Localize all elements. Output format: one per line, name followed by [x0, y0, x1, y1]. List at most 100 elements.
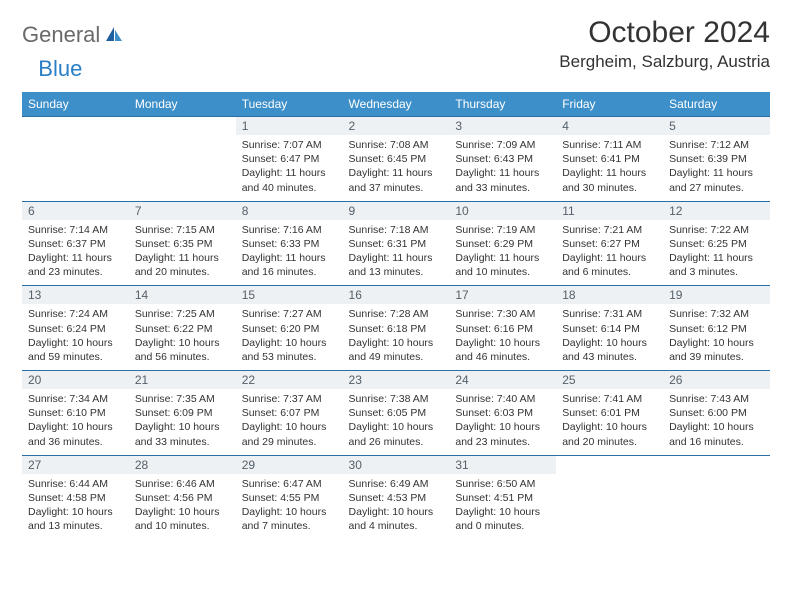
- sunrise-line: Sunrise: 7:14 AM: [28, 223, 123, 237]
- sunrise-line: Sunrise: 6:50 AM: [455, 477, 550, 491]
- day-number: 9: [343, 202, 450, 220]
- sunset-line: Sunset: 6:22 PM: [135, 322, 230, 336]
- sunrise-line: Sunrise: 7:37 AM: [242, 392, 337, 406]
- sunset-line: Sunset: 4:51 PM: [455, 491, 550, 505]
- calendar-day-cell: 25Sunrise: 7:41 AMSunset: 6:01 PMDayligh…: [556, 371, 663, 456]
- daylight-line: Daylight: 10 hours and 53 minutes.: [242, 336, 337, 364]
- calendar-week-row: 20Sunrise: 7:34 AMSunset: 6:10 PMDayligh…: [22, 371, 770, 456]
- day-content: Sunrise: 7:40 AMSunset: 6:03 PMDaylight:…: [449, 389, 556, 455]
- daylight-line: Daylight: 10 hours and 13 minutes.: [28, 505, 123, 533]
- weekday-header: Wednesday: [343, 92, 450, 117]
- daylight-line: Daylight: 10 hours and 46 minutes.: [455, 336, 550, 364]
- daylight-line: Daylight: 10 hours and 39 minutes.: [669, 336, 764, 364]
- daylight-line: Daylight: 10 hours and 33 minutes.: [135, 420, 230, 448]
- calendar-week-row: 13Sunrise: 7:24 AMSunset: 6:24 PMDayligh…: [22, 286, 770, 371]
- sunrise-line: Sunrise: 7:43 AM: [669, 392, 764, 406]
- sunset-line: Sunset: 6:00 PM: [669, 406, 764, 420]
- daylight-line: Daylight: 11 hours and 37 minutes.: [349, 166, 444, 194]
- calendar-day-cell: 3Sunrise: 7:09 AMSunset: 6:43 PMDaylight…: [449, 117, 556, 202]
- calendar-page: General October 2024 Bergheim, Salzburg,…: [0, 0, 792, 555]
- calendar-week-row: 27Sunrise: 6:44 AMSunset: 4:58 PMDayligh…: [22, 455, 770, 539]
- sunrise-line: Sunrise: 7:11 AM: [562, 138, 657, 152]
- sunrise-line: Sunrise: 7:12 AM: [669, 138, 764, 152]
- sunrise-line: Sunrise: 7:35 AM: [135, 392, 230, 406]
- day-number: 4: [556, 117, 663, 135]
- daylight-line: Daylight: 11 hours and 33 minutes.: [455, 166, 550, 194]
- sunset-line: Sunset: 6:18 PM: [349, 322, 444, 336]
- calendar-day-cell: 30Sunrise: 6:49 AMSunset: 4:53 PMDayligh…: [343, 455, 450, 539]
- day-content: Sunrise: 6:47 AMSunset: 4:55 PMDaylight:…: [236, 474, 343, 540]
- sail-icon: [104, 25, 124, 46]
- daylight-line: Daylight: 10 hours and 36 minutes.: [28, 420, 123, 448]
- day-number: 12: [663, 202, 770, 220]
- sunrise-line: Sunrise: 7:07 AM: [242, 138, 337, 152]
- sunset-line: Sunset: 4:56 PM: [135, 491, 230, 505]
- daylight-line: Daylight: 11 hours and 3 minutes.: [669, 251, 764, 279]
- weekday-header: Thursday: [449, 92, 556, 117]
- sunrise-line: Sunrise: 7:41 AM: [562, 392, 657, 406]
- day-content: Sunrise: 7:24 AMSunset: 6:24 PMDaylight:…: [22, 304, 129, 370]
- sunrise-line: Sunrise: 7:18 AM: [349, 223, 444, 237]
- day-number: 31: [449, 456, 556, 474]
- daylight-line: Daylight: 10 hours and 7 minutes.: [242, 505, 337, 533]
- weekday-header-row: Sunday Monday Tuesday Wednesday Thursday…: [22, 92, 770, 117]
- day-number: 16: [343, 286, 450, 304]
- day-content: Sunrise: 7:12 AMSunset: 6:39 PMDaylight:…: [663, 135, 770, 201]
- sunset-line: Sunset: 6:41 PM: [562, 152, 657, 166]
- brand-logo: General: [22, 16, 126, 48]
- day-number: 8: [236, 202, 343, 220]
- calendar-day-cell: [22, 117, 129, 202]
- sunrise-line: Sunrise: 7:25 AM: [135, 307, 230, 321]
- calendar-week-row: 1 Sunrise: 7:07 AMSunset: 6:47 PM Daylight…: [22, 117, 770, 202]
- calendar-day-cell: 5Sunrise: 7:12 AMSunset: 6:39 PMDaylight…: [663, 117, 770, 202]
- calendar-day-cell: 24Sunrise: 7:40 AMSunset: 6:03 PMDayligh…: [449, 371, 556, 456]
- day-content: Sunrise: 7:11 AMSunset: 6:41 PMDaylight:…: [556, 135, 663, 201]
- calendar-day-cell: 6Sunrise: 7:14 AMSunset: 6:37 PMDaylight…: [22, 201, 129, 286]
- calendar-day-cell: 27Sunrise: 6:44 AMSunset: 4:58 PMDayligh…: [22, 455, 129, 539]
- brand-part2: Blue: [38, 56, 82, 82]
- day-number: 11: [556, 202, 663, 220]
- day-number: 29: [236, 456, 343, 474]
- weekday-header: Tuesday: [236, 92, 343, 117]
- daylight-line: Daylight: 10 hours and 43 minutes.: [562, 336, 657, 364]
- day-number: 1: [236, 117, 343, 135]
- daylight-line: Daylight: 11 hours and 23 minutes.: [28, 251, 123, 279]
- daylight-line: Daylight: 10 hours and 49 minutes.: [349, 336, 444, 364]
- day-number: 2: [343, 117, 450, 135]
- day-number: 10: [449, 202, 556, 220]
- calendar-day-cell: 31 Sunrise: 6:50 AMSunset: 4:51 PMDayligh…: [449, 455, 556, 539]
- daylight-line: Daylight: 11 hours and 13 minutes.: [349, 251, 444, 279]
- sunrise-line: Sunrise: 7:09 AM: [455, 138, 550, 152]
- sunset-line: Sunset: 6:14 PM: [562, 322, 657, 336]
- day-number: 7: [129, 202, 236, 220]
- day-number: 15: [236, 286, 343, 304]
- sunset-line: Sunset: 6:33 PM: [242, 237, 337, 251]
- weekday-header: Saturday: [663, 92, 770, 117]
- sunrise-line: Sunrise: 7:27 AM: [242, 307, 337, 321]
- sunset-line: Sunset: 6:45 PM: [349, 152, 444, 166]
- calendar-day-cell: 28Sunrise: 6:46 AMSunset: 4:56 PMDayligh…: [129, 455, 236, 539]
- calendar-day-cell: 14Sunrise: 7:25 AMSunset: 6:22 PMDayligh…: [129, 286, 236, 371]
- calendar-day-cell: [556, 455, 663, 539]
- sunrise-line: Sunrise: 7:40 AM: [455, 392, 550, 406]
- calendar-day-cell: [129, 117, 236, 202]
- daylight-line: Daylight: 11 hours and 6 minutes.: [562, 251, 657, 279]
- day-number: 27: [22, 456, 129, 474]
- sunset-line: Sunset: 6:25 PM: [669, 237, 764, 251]
- daylight-line: Daylight: 11 hours and 30 minutes.: [562, 166, 657, 194]
- calendar-day-cell: 2Sunrise: 7:08 AMSunset: 6:45 PMDaylight…: [343, 117, 450, 202]
- sunrise-line: Sunrise: 7:38 AM: [349, 392, 444, 406]
- day-content: Sunrise: 7:25 AMSunset: 6:22 PMDaylight:…: [129, 304, 236, 370]
- day-content: Sunrise: 7:16 AMSunset: 6:33 PMDaylight:…: [236, 220, 343, 286]
- day-number: 23: [343, 371, 450, 389]
- calendar-day-cell: 23Sunrise: 7:38 AMSunset: 6:05 PMDayligh…: [343, 371, 450, 456]
- sunset-line: Sunset: 6:47 PM: [242, 152, 337, 166]
- day-content: Sunrise: 6:44 AMSunset: 4:58 PMDaylight:…: [22, 474, 129, 540]
- calendar-day-cell: 8Sunrise: 7:16 AMSunset: 6:33 PMDaylight…: [236, 201, 343, 286]
- calendar-day-cell: 11Sunrise: 7:21 AMSunset: 6:27 PMDayligh…: [556, 201, 663, 286]
- daylight-line: Daylight: 10 hours and 0 minutes.: [455, 505, 550, 533]
- daylight-line: Daylight: 10 hours and 26 minutes.: [349, 420, 444, 448]
- daylight-line: Daylight: 10 hours and 4 minutes.: [349, 505, 444, 533]
- weekday-header: Monday: [129, 92, 236, 117]
- calendar-day-cell: 26Sunrise: 7:43 AMSunset: 6:00 PMDayligh…: [663, 371, 770, 456]
